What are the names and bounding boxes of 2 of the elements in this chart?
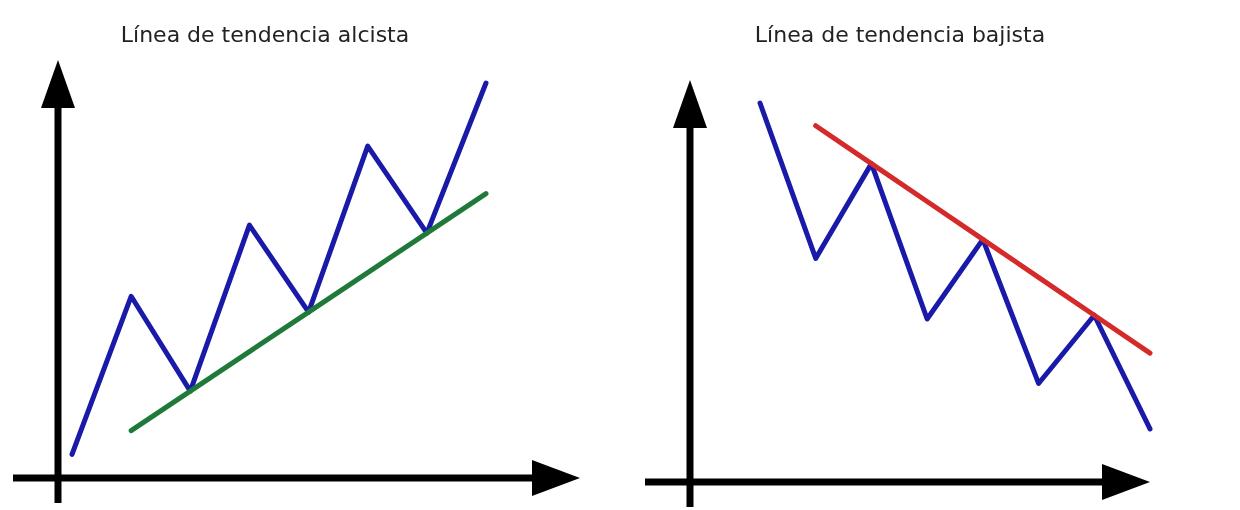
chart-title: Línea de tendencia bajista (754, 22, 1046, 47)
chart-title: Línea de tendencia alcista (120, 22, 410, 47)
